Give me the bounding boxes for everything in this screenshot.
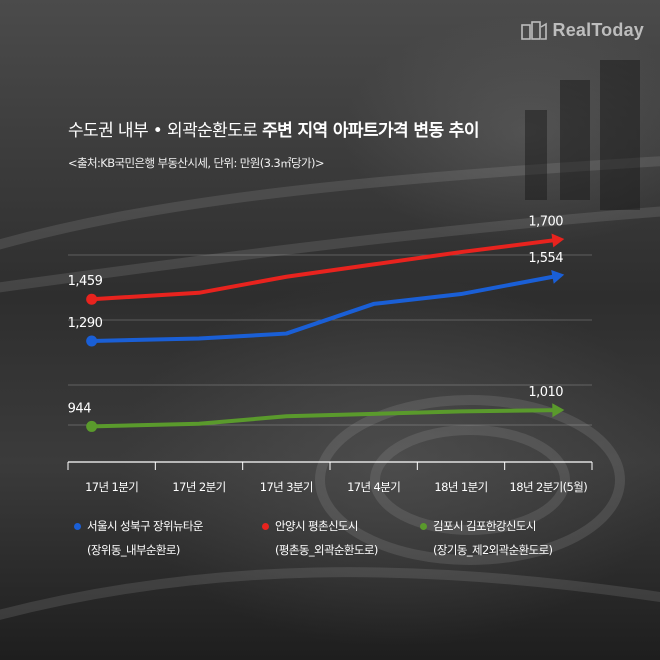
series-line xyxy=(89,408,561,429)
series-start-point xyxy=(86,335,98,347)
data-label: 1,554 xyxy=(528,251,563,266)
legend-dot-green xyxy=(420,522,427,530)
brand-logo: RealToday xyxy=(520,20,645,41)
x-tick-label: 17년 3분기 xyxy=(260,480,313,494)
legend-dot-blue xyxy=(74,522,81,530)
series-1: 1,290 1,554 xyxy=(68,251,565,347)
legend-label: 안양시 평촌신도시 xyxy=(275,519,359,533)
x-tick-label: 18년 2분기(5월) xyxy=(510,480,588,494)
title-bold: 주변 지역 아파트가격 변동 추이 xyxy=(262,121,479,141)
series-end-arrow xyxy=(551,233,565,248)
data-label: 944 xyxy=(68,401,92,416)
chart-subtitle: <출처:KB국민은행 부동산시세, 단위: 만원(3.3㎡당가)> xyxy=(68,156,325,170)
x-axis: 17년 1분기 17년 2분기 17년 3분기 17년 4분기 18년 1분기 18년 2… xyxy=(67,461,593,494)
legend-item-anyang: 안양시 평촌신도시 (평촌동_외곽순환도로) xyxy=(262,518,378,558)
legend: 서울시 성북구 장위뉴타운 (장위동_내부순환로) 안양시 평촌신도시 (평촌동… xyxy=(0,518,660,568)
title-normal: 수도권 내부 • 외곽순환도로 xyxy=(68,121,263,141)
brand-name: RealToday xyxy=(552,20,644,40)
legend-item-seongbuk: 서울시 성북구 장위뉴타운 (장위동_내부순환로) xyxy=(74,518,203,558)
data-label: 1,459 xyxy=(68,274,103,289)
data-label: 1,010 xyxy=(528,385,563,400)
legend-item-gimpo: 김포시 김포한강신도시 (장기동_제2외곽순환도로) xyxy=(420,518,553,558)
legend-sublabel: (장위동_내부순환로) xyxy=(87,543,180,557)
logo-mark-icon xyxy=(520,20,547,40)
legend-sublabel: (장기동_제2외곽순환도로) xyxy=(433,543,553,557)
data-label: 1,700 xyxy=(528,215,563,230)
series-start-point xyxy=(86,293,98,305)
x-tick-label: 17년 1분기 xyxy=(85,480,138,494)
chart-series: 1,459 1,700 1,290 1,554 944 1,010 xyxy=(68,215,565,432)
x-tick-label: 17년 4분기 xyxy=(347,480,400,494)
legend-label: 김포시 김포한강신도시 xyxy=(433,519,536,533)
legend-label: 서울시 성북구 장위뉴타운 xyxy=(87,519,203,533)
series-2: 944 1,010 xyxy=(68,385,565,432)
series-line xyxy=(89,273,561,343)
series-start-point xyxy=(86,420,98,432)
x-tick-label: 17년 2분기 xyxy=(172,480,225,494)
legend-dot-red xyxy=(262,522,269,530)
data-label: 1,290 xyxy=(68,316,103,331)
series-line xyxy=(89,237,561,302)
series-0: 1,459 1,700 xyxy=(68,215,565,305)
series-end-arrow xyxy=(552,403,565,418)
legend-sublabel: (평촌동_외곽순환도로) xyxy=(275,543,378,557)
chart-title: 수도권 내부 • 외곽순환도로 주변 지역 아파트가격 변동 추이 xyxy=(68,116,479,141)
x-tick-label: 18년 1분기 xyxy=(434,480,487,494)
series-end-arrow xyxy=(551,269,565,284)
